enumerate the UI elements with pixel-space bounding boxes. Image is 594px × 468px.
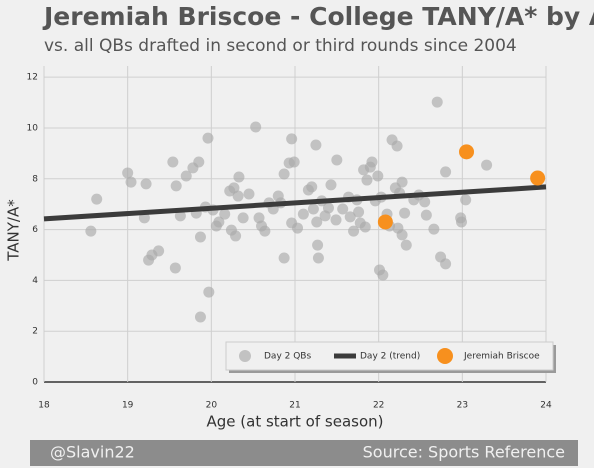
point bbox=[297, 208, 309, 220]
point bbox=[455, 216, 467, 228]
y-axis-label: TANY/A* bbox=[5, 199, 23, 262]
legend-label: Day 2 (trend) bbox=[360, 352, 420, 362]
point bbox=[194, 231, 206, 243]
point bbox=[391, 140, 403, 152]
point bbox=[232, 190, 244, 202]
x-tick-label: 23 bbox=[457, 401, 468, 411]
point bbox=[311, 216, 323, 228]
footer-bar bbox=[30, 440, 578, 466]
point bbox=[322, 202, 334, 214]
point bbox=[140, 178, 152, 190]
point bbox=[219, 208, 231, 220]
point bbox=[233, 171, 245, 183]
point bbox=[366, 156, 378, 168]
point bbox=[125, 176, 137, 188]
point bbox=[194, 311, 206, 323]
point bbox=[460, 194, 472, 206]
point bbox=[286, 133, 298, 145]
point bbox=[202, 132, 214, 144]
point bbox=[213, 216, 225, 228]
point bbox=[312, 239, 324, 251]
x-axis-label: Age (at start of season) bbox=[207, 413, 384, 431]
point bbox=[330, 214, 342, 226]
point bbox=[170, 180, 182, 192]
point bbox=[440, 258, 452, 270]
point bbox=[353, 206, 365, 218]
y-tick-label: 4 bbox=[32, 276, 38, 286]
point bbox=[243, 188, 255, 200]
point bbox=[288, 156, 300, 168]
point bbox=[481, 159, 493, 171]
point bbox=[306, 181, 318, 193]
point bbox=[193, 156, 205, 168]
point bbox=[348, 225, 360, 237]
legend-marker bbox=[239, 350, 251, 362]
y-tick-label: 8 bbox=[32, 174, 38, 184]
footer-left: @Slavin22 bbox=[50, 443, 135, 462]
footer-right: Source: Sports Reference bbox=[363, 443, 565, 462]
point bbox=[325, 179, 337, 191]
point bbox=[278, 168, 290, 180]
point bbox=[530, 170, 546, 186]
point bbox=[203, 286, 215, 298]
point bbox=[428, 223, 440, 235]
point bbox=[459, 144, 475, 160]
point bbox=[361, 174, 373, 186]
y-tick-label: 10 bbox=[27, 123, 39, 133]
point bbox=[250, 121, 262, 133]
point bbox=[396, 229, 408, 241]
y-tick-label: 12 bbox=[27, 73, 38, 83]
y-tick-label: 2 bbox=[32, 327, 38, 337]
chart-title: Jeremiah Briscoe - College TANY/A* by Ag… bbox=[42, 2, 594, 31]
point bbox=[377, 269, 389, 281]
point bbox=[372, 170, 384, 182]
point bbox=[399, 207, 411, 219]
point bbox=[440, 166, 452, 178]
legend bbox=[225, 341, 554, 371]
point bbox=[310, 139, 322, 151]
point bbox=[419, 196, 431, 208]
x-tick-label: 21 bbox=[289, 401, 300, 411]
x-tick-label: 19 bbox=[122, 401, 134, 411]
point bbox=[307, 203, 319, 215]
trend-line bbox=[43, 184, 547, 222]
point bbox=[91, 193, 103, 205]
point bbox=[312, 252, 324, 264]
point bbox=[420, 209, 432, 221]
x-tick-label: 20 bbox=[206, 401, 218, 411]
point bbox=[259, 225, 271, 237]
legend-marker bbox=[437, 348, 453, 364]
point bbox=[278, 252, 290, 264]
x-tick-label: 18 bbox=[38, 401, 50, 411]
point bbox=[167, 156, 179, 168]
point bbox=[85, 225, 97, 237]
point bbox=[400, 239, 412, 251]
y-tick-label: 0 bbox=[32, 377, 38, 387]
point bbox=[396, 176, 408, 188]
point bbox=[180, 170, 192, 182]
point bbox=[377, 214, 393, 230]
point bbox=[153, 245, 165, 257]
legend-label: Day 2 QBs bbox=[264, 352, 311, 362]
point bbox=[122, 167, 134, 179]
point bbox=[237, 212, 249, 224]
point bbox=[337, 203, 349, 215]
legend-label: Jeremiah Briscoe bbox=[463, 352, 540, 362]
point bbox=[174, 210, 186, 222]
point bbox=[331, 154, 343, 166]
chart-subtitle: vs. all QBs drafted in second or third r… bbox=[44, 36, 517, 56]
point bbox=[344, 211, 356, 223]
point bbox=[359, 221, 371, 233]
point bbox=[169, 262, 181, 274]
x-tick-label: 24 bbox=[540, 401, 552, 411]
x-tick-label: 22 bbox=[373, 401, 384, 411]
point bbox=[230, 230, 242, 242]
point bbox=[228, 182, 240, 194]
point bbox=[292, 222, 304, 234]
point bbox=[431, 96, 443, 108]
y-tick-label: 6 bbox=[32, 225, 38, 235]
